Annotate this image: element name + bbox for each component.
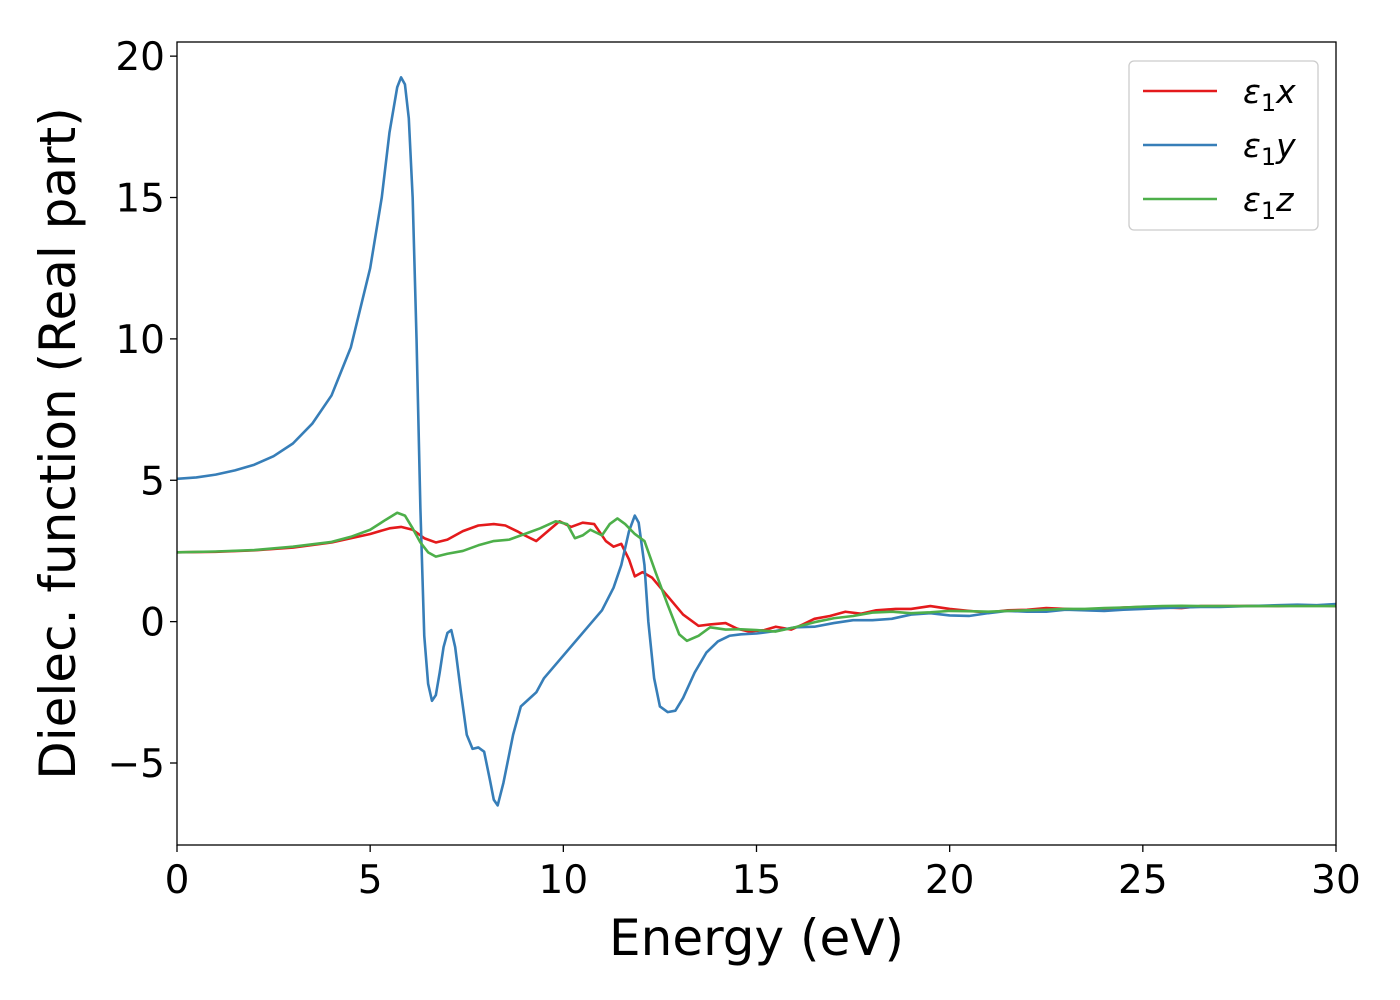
y-axis-label: Dielec. function (Real part)	[29, 107, 87, 779]
y-tick-label: 10	[115, 318, 165, 363]
x-tick-label: 10	[539, 858, 589, 903]
legend-epsilon: ε	[1243, 180, 1261, 219]
legend-box	[1128, 60, 1319, 231]
y-tick-label: 5	[140, 459, 165, 504]
x-tick-label: 25	[1118, 858, 1168, 903]
legend-epsilon: ε	[1243, 72, 1261, 111]
x-tick-label: 30	[1311, 858, 1361, 903]
x-tick-label: 0	[165, 858, 190, 903]
legend-component: y	[1275, 126, 1296, 165]
x-axis: 0 5 10 15 20 25 30	[165, 845, 1361, 903]
legend-epsilon: ε	[1243, 126, 1261, 165]
y-tick-label: −5	[108, 742, 166, 787]
legend-subscript: 1	[1261, 89, 1276, 117]
x-tick-label: 20	[925, 858, 975, 903]
y-tick-label: 15	[115, 177, 165, 222]
plot-lines	[177, 76, 1336, 807]
legend-label-x: ε1x	[1243, 72, 1296, 117]
legend-label-y: ε1y	[1243, 126, 1296, 171]
legend-subscript: 1	[1261, 143, 1276, 171]
legend-component: x	[1275, 72, 1296, 111]
x-tick-label: 15	[732, 858, 782, 903]
legend-component: z	[1275, 180, 1294, 219]
y-axis: −5 0 5 10 15 20	[108, 35, 177, 787]
y-tick-label: 0	[140, 601, 165, 646]
x-tick-label: 5	[358, 858, 383, 903]
series-line-z	[177, 511, 1336, 643]
series-line-y	[177, 76, 1336, 807]
y-tick-label: 20	[115, 35, 165, 80]
x-axis-label: Energy (eV)	[609, 909, 904, 967]
legend-label-z: ε1z	[1243, 180, 1294, 225]
legend-subscript: 1	[1261, 197, 1276, 225]
